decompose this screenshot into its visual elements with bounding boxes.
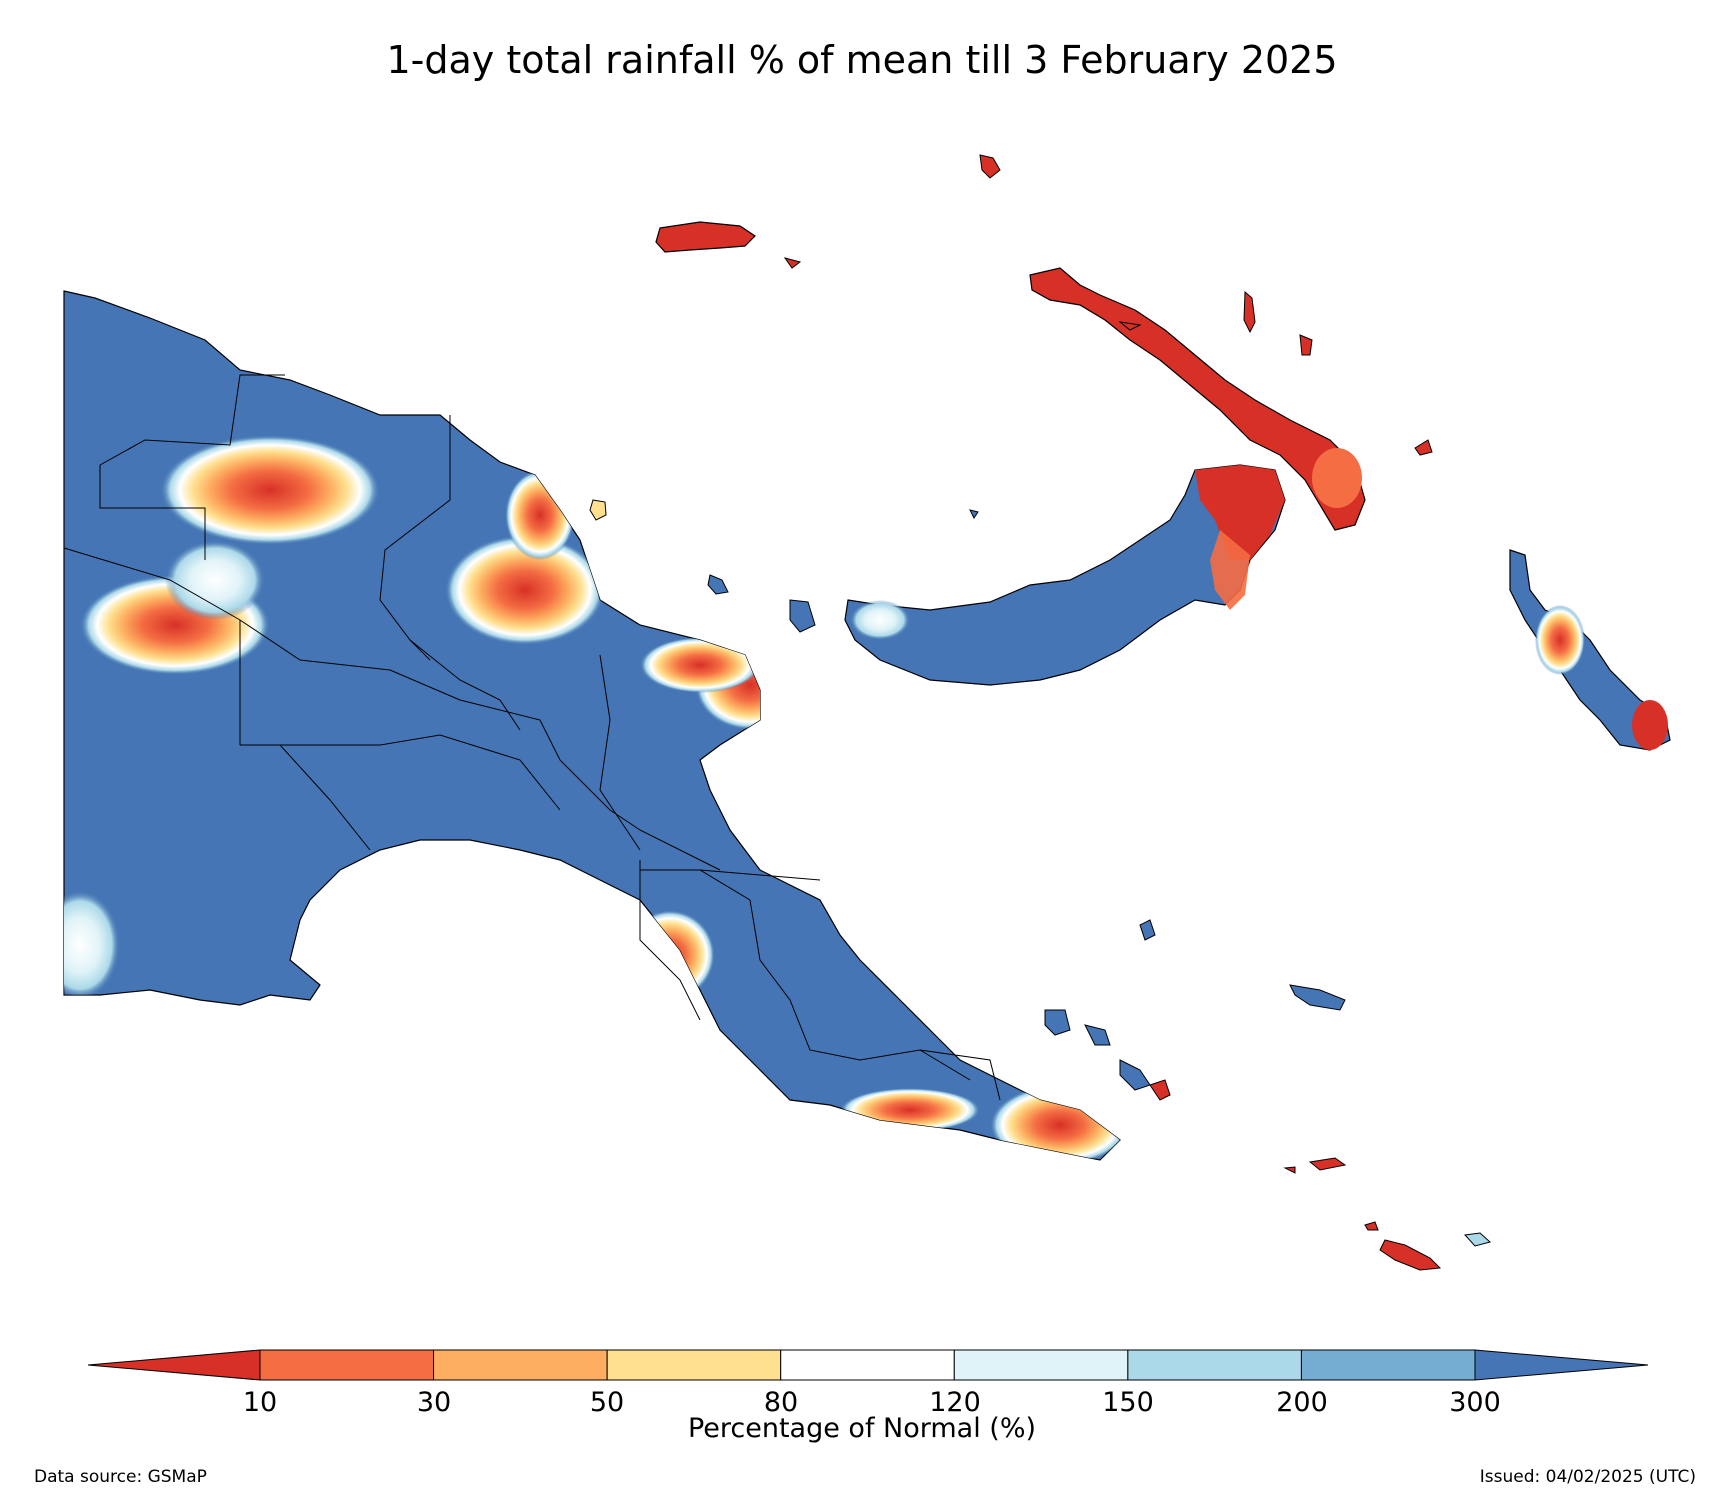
province-boundaries <box>63 374 1001 1101</box>
dry-anomaly-kerema <box>625 910 715 1000</box>
dry-anomaly-port-moresby <box>840 1088 980 1132</box>
colorbar-segments <box>87 1349 1649 1381</box>
mainland-png <box>63 290 1121 1161</box>
colorbar-tick-300: 300 <box>1449 1387 1501 1418</box>
dry-anomaly-bougainville-south <box>1632 700 1668 750</box>
data-source-note: Data source: GSMaP <box>34 1467 207 1487</box>
map-title: 1-day total rainfall % of mean till 3 Fe… <box>386 38 1338 82</box>
colorbar-tick-80: 80 <box>763 1387 799 1418</box>
colorbar-bin-3 <box>606 1349 782 1381</box>
colorbar-tick-200: 200 <box>1276 1387 1328 1418</box>
colorbar-bin-7 <box>1300 1349 1476 1381</box>
colorbar-bin-4 <box>780 1349 955 1381</box>
colorbar-label: Percentage of Normal (%) <box>687 1413 1037 1444</box>
dry-anomaly-wewak <box>505 470 575 560</box>
colorbar-tick-10: 10 <box>242 1387 278 1418</box>
colorbar-bin-5 <box>953 1349 1129 1381</box>
dry-anomaly-lae <box>640 637 760 693</box>
colorbar-tick-50: 50 <box>589 1387 625 1418</box>
colorbar-extend-low <box>87 1349 261 1381</box>
mainland-landmass <box>63 290 1121 1161</box>
dry-anomaly-bougainville-north <box>1535 605 1585 675</box>
dry-anomaly-new-ireland-south <box>1312 448 1362 508</box>
wet-anomaly-west <box>165 540 265 620</box>
dry-anomaly-madang <box>445 535 605 645</box>
dry-anomaly-gazelle-fringe <box>1210 530 1250 610</box>
colorbar-tick-120: 120 <box>929 1387 981 1418</box>
colorbar-bin-1 <box>259 1349 435 1381</box>
small-islands <box>589 154 1492 1271</box>
new-britain-landmass <box>844 464 1286 686</box>
colorbar-extend-high <box>1474 1349 1649 1381</box>
dry-anomaly-rabaul <box>1195 465 1285 560</box>
issued-date-note: Issued: 04/02/2025 (UTC) <box>1479 1467 1696 1487</box>
colorbar-tick-30: 30 <box>416 1387 452 1418</box>
new-britain <box>844 464 1286 686</box>
manus-landmass <box>655 221 756 253</box>
colorbar-bin-2 <box>433 1349 608 1381</box>
wet-anomaly-fly <box>64 890 120 1000</box>
dry-anomaly-sandaun <box>160 435 380 545</box>
wet-anomaly-new-britain-west <box>850 600 910 640</box>
colorbar-tick-150: 150 <box>1102 1387 1154 1418</box>
dry-anomaly-milne-bay <box>990 1085 1120 1160</box>
colorbar <box>87 1349 1649 1381</box>
colorbar-bin-6 <box>1127 1349 1302 1381</box>
